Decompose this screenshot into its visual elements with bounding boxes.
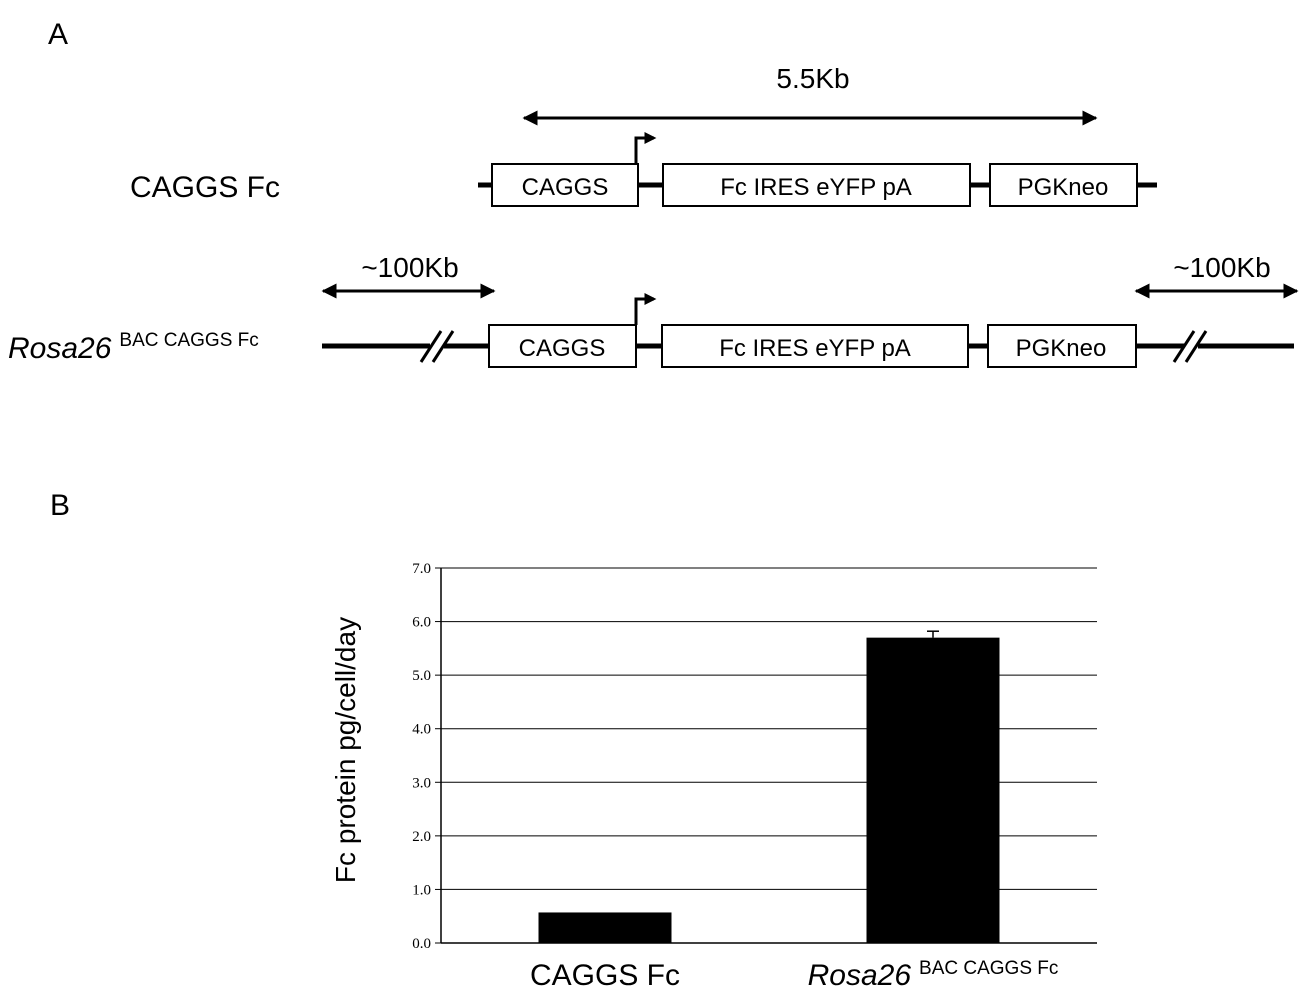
row2-name-sup: BAC CAGGS Fc xyxy=(119,330,258,351)
y-axis-label: Fc protein pg/cell/day xyxy=(330,617,361,883)
row2-name-italic: Rosa26 xyxy=(8,332,112,365)
bar-layer xyxy=(538,630,1000,943)
row2-box-pgkneo-label: PGKneo xyxy=(1016,335,1107,362)
row1-box-caggs-label: CAGGS xyxy=(522,174,609,201)
row2-left-span-label: ~100Kb xyxy=(361,252,458,283)
row2-promoter-arrow xyxy=(634,293,657,325)
row1-box-pgkneo-label: PGKneo xyxy=(1018,174,1109,201)
y-tick-label: 7.0 xyxy=(412,561,431,577)
row1-promoter-arrow xyxy=(634,132,657,164)
row1-construct-name: CAGGS Fc xyxy=(130,171,280,204)
y-tick-label: 5.0 xyxy=(412,668,431,684)
row2-break-right xyxy=(1172,330,1208,363)
row2-break-left xyxy=(419,330,455,363)
x-tick-label: CAGGS Fc xyxy=(530,959,680,990)
axis-layer: 0.0 1.0 2.0 3.0 4.0 5.0 6.0 7.0 xyxy=(412,561,1097,952)
y-tick-label: 3.0 xyxy=(412,775,431,791)
row2-construct-diagram: CAGGS Fc IRES eYFP pA PGKneo xyxy=(322,293,1294,368)
row1-construct-diagram: CAGGS Fc IRES eYFP pA PGKneo xyxy=(478,132,1157,207)
row2-construct-name: Rosa26 BAC CAGGS Fc xyxy=(8,330,259,365)
row1-box-pgkneo xyxy=(989,163,1138,207)
x-tick-label: Rosa26 BAC CAGGS Fc xyxy=(808,958,1059,990)
row2-box-fc-ires-label: Fc IRES eYFP pA xyxy=(719,335,911,362)
span-label-5-5kb: 5.5Kb xyxy=(776,63,849,94)
bar-chart: 0.0 1.0 2.0 3.0 4.0 5.0 6.0 7.0 Fc protein pg/c… xyxy=(330,561,1097,990)
row1-box-fc-ires-label: Fc IRES eYFP pA xyxy=(720,174,912,201)
row2-box-caggs-label: CAGGS xyxy=(519,335,606,362)
row2-box-fc-ires xyxy=(661,324,969,368)
y-tick-label: 0.0 xyxy=(412,936,431,952)
bar xyxy=(538,912,672,943)
panel-b-label: B xyxy=(50,489,70,522)
panel-a-label: A xyxy=(48,18,68,51)
row1-box-caggs xyxy=(491,163,639,207)
row2-box-pgkneo xyxy=(987,324,1137,368)
y-tick-label: 2.0 xyxy=(412,829,431,845)
row2-box-caggs xyxy=(488,324,637,368)
y-tick-label: 1.0 xyxy=(412,882,431,898)
y-tick-label: 6.0 xyxy=(412,615,431,631)
bar xyxy=(866,637,1000,943)
y-tick-label: 4.0 xyxy=(412,722,431,738)
row1-box-fc-ires xyxy=(662,163,971,207)
row2-right-span-label: ~100Kb xyxy=(1173,252,1270,283)
x-tick-labels: CAGGS Fc Rosa26 BAC CAGGS Fc xyxy=(530,958,1058,990)
